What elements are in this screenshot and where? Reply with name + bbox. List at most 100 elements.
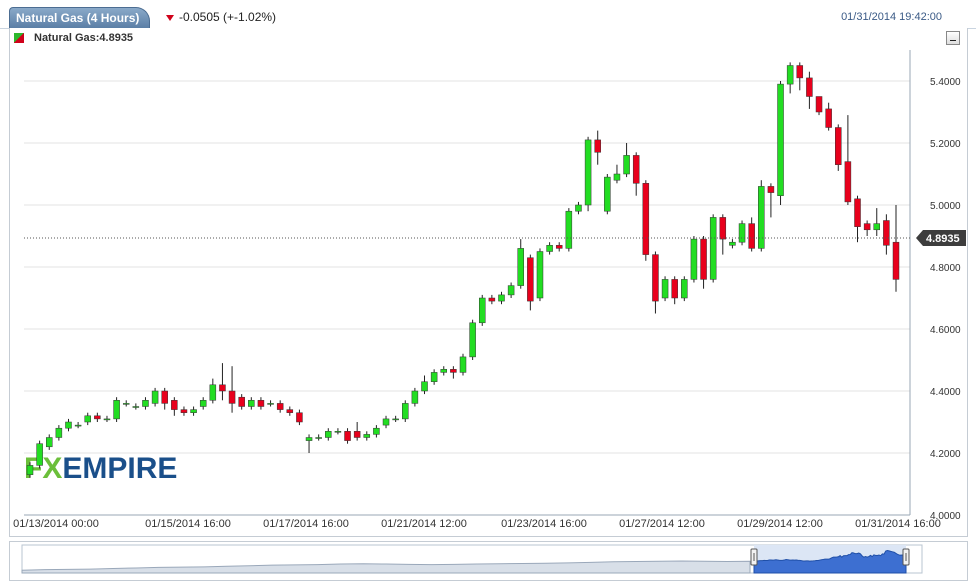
candle-body (892, 241, 900, 280)
timestamp: 01/31/2014 19:42:00 (841, 11, 942, 23)
price-change: -0.0505 (+-1.02%) (166, 9, 276, 25)
candle-body (604, 176, 611, 212)
candle-body (286, 409, 294, 413)
candle-body (55, 427, 63, 438)
candle-body (344, 431, 351, 441)
chart-title-tab[interactable]: Natural Gas (4 Hours) (9, 7, 151, 28)
candle-body (199, 400, 207, 407)
candle-body (681, 279, 688, 299)
candle-body (690, 238, 698, 280)
fxempire-watermark: FXEMPIRE (24, 452, 177, 485)
candle-body (642, 183, 650, 255)
candle-body (738, 223, 746, 243)
candle-body (854, 198, 861, 227)
series-color-icon (14, 33, 24, 44)
y-tick-label: 4.4000 (930, 387, 961, 398)
minus-square-icon[interactable] (946, 31, 960, 45)
candle-body (421, 381, 428, 392)
candle-body (767, 186, 775, 193)
candle-body (113, 400, 120, 420)
candle-body (825, 108, 832, 128)
plot-area (24, 50, 910, 515)
y-tick-label: 5.0000 (930, 201, 961, 212)
last-price-marker (916, 230, 966, 247)
candle-body (594, 139, 601, 153)
candle-body (151, 390, 159, 404)
candle-body (613, 173, 621, 181)
candle-body (748, 223, 755, 249)
candle-body (26, 465, 34, 475)
candle-body (863, 223, 871, 231)
candle-body (844, 161, 852, 203)
candle-body (190, 409, 197, 413)
candle-body (873, 223, 881, 231)
candle-body (584, 139, 592, 206)
candle-body (363, 434, 371, 438)
candle-body (103, 418, 111, 421)
candle-body (402, 403, 409, 420)
y-tick-label: 4.0000 (930, 511, 961, 522)
candle-body (411, 390, 419, 404)
candle-body (142, 400, 149, 407)
candle-body (65, 421, 72, 429)
candle-body (527, 257, 534, 302)
candle-body (632, 155, 640, 184)
candle-body (161, 390, 168, 404)
series-legend: Natural Gas:4.8935 (14, 31, 133, 45)
candle-body (488, 297, 496, 302)
y-tick-label: 5.2000 (930, 139, 961, 150)
y-tick-label: 5.4000 (930, 77, 961, 88)
candle-body (36, 443, 43, 466)
candle-body (517, 248, 524, 286)
candle-body (325, 431, 332, 438)
candle-body (758, 186, 765, 249)
candle-body (373, 427, 380, 435)
candle-body (430, 372, 438, 382)
candle-body (498, 294, 505, 302)
candle-body (671, 279, 678, 299)
candle-body (700, 238, 707, 280)
candle-body (171, 400, 178, 410)
candle-body (507, 285, 515, 296)
candle-body (815, 96, 823, 113)
navigator-history-area (21, 560, 751, 574)
candle-body (257, 400, 265, 407)
candle-body (228, 390, 236, 404)
navigator-selected-area (753, 549, 907, 574)
candle-body (305, 437, 313, 441)
candle-body (459, 356, 467, 373)
x-tick-label: 01/13/2014 00:00 (13, 518, 99, 530)
candle-body (45, 437, 53, 448)
candle-body (469, 322, 476, 358)
x-tick-label: 01/31/2014 16:00 (855, 518, 941, 530)
candle-body (729, 241, 736, 246)
candle-body (209, 384, 217, 401)
x-tick-label: 01/21/2014 12:00 (381, 518, 467, 530)
candle-body (180, 409, 188, 413)
candle-body (546, 245, 553, 252)
candle-body (132, 406, 140, 408)
candle-body (786, 65, 794, 85)
x-tick-label: 01/29/2014 12:00 (737, 518, 823, 530)
candle-body (392, 418, 399, 421)
price-change-value: -0.0505 (+-1.02%) (179, 10, 277, 24)
candle-body (248, 400, 255, 407)
candle-body (382, 418, 390, 426)
candle-body (555, 245, 563, 249)
candle-body (122, 403, 130, 405)
candle-body (440, 369, 448, 373)
candle-body (661, 279, 669, 299)
candle-body (84, 415, 91, 423)
candle-body (238, 396, 245, 407)
y-tick-label: 4.8000 (930, 263, 961, 274)
candle-body (536, 251, 544, 299)
series-legend-label: Natural Gas:4.8935 (34, 32, 134, 44)
y-tick-label: 4.2000 (930, 449, 961, 460)
header-bar: Natural Gas (4 Hours) -0.0505 (+-1.02%) … (0, 0, 976, 29)
down-triangle-icon (166, 14, 174, 21)
candle-body (267, 403, 274, 405)
candle-body (575, 204, 582, 212)
candle-body (334, 431, 342, 433)
